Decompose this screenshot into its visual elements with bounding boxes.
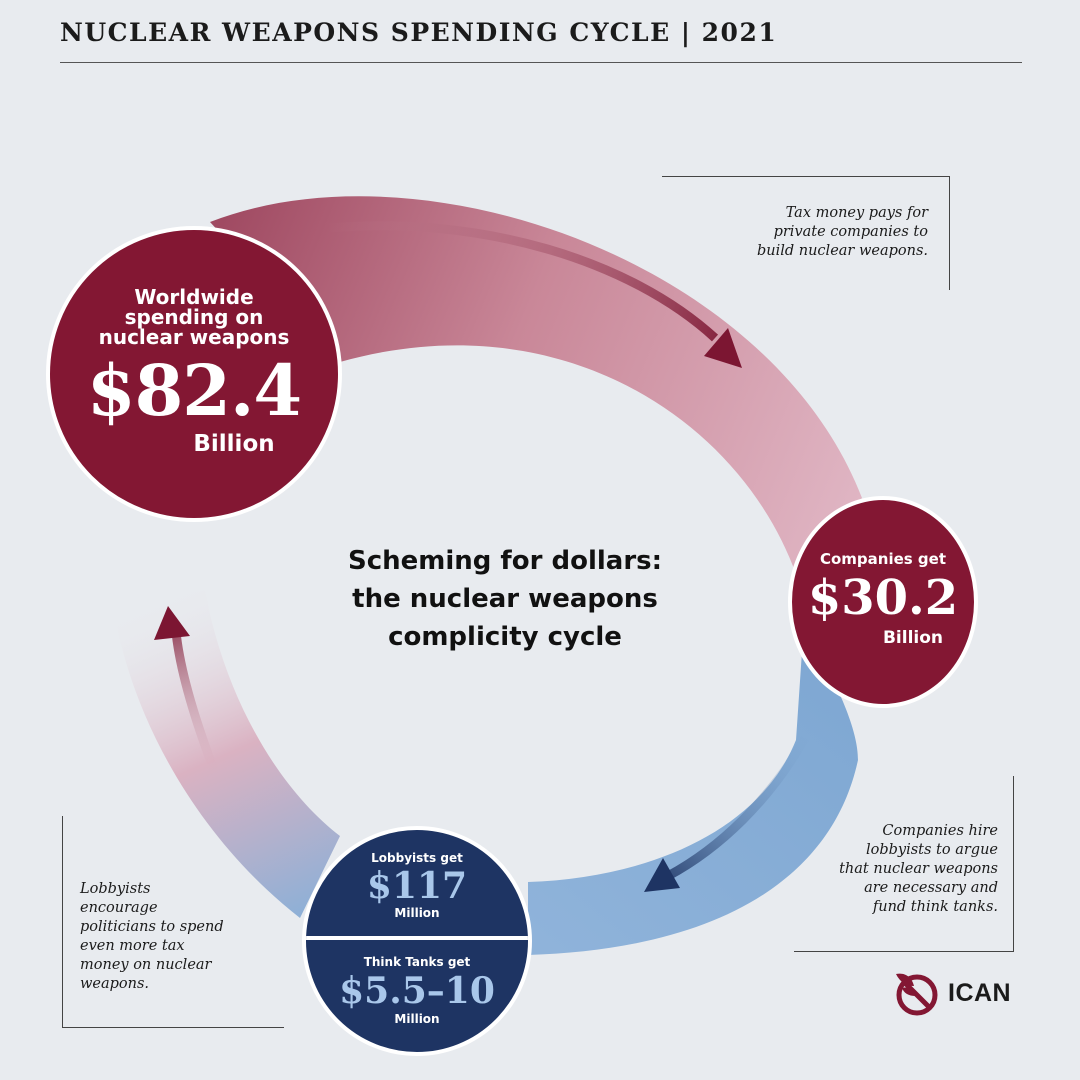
- worldwide-label-3: nuclear weapons: [98, 325, 290, 349]
- center-heading: Scheming for dollars: the nuclear weapon…: [330, 542, 680, 656]
- companies-unit: Billion: [882, 628, 944, 648]
- companies-note-line: fund think tanks.: [872, 899, 998, 915]
- worldwide-label-2: spending on: [124, 305, 264, 329]
- lobbyists-thinktanks-circle: Lobbyists get $117 Million Think Tanks g…: [302, 826, 532, 1056]
- tax-note-bracket: [662, 176, 950, 290]
- lobbyists-unit: Million: [394, 906, 440, 920]
- center-heading-line-2: the nuclear weapons: [352, 584, 658, 614]
- ican-logo-icon: [896, 973, 938, 1016]
- worldwide-spending-circle: Worldwide spending on nuclear weapons $8…: [46, 226, 342, 522]
- tax-note-line: Tax money pays for: [785, 205, 928, 221]
- worldwide-unit: Billion: [193, 431, 275, 457]
- tax-note-line: private companies to: [773, 224, 928, 240]
- ican-wordmark: ICAN: [948, 978, 1012, 1007]
- center-heading-line-3: complicity cycle: [388, 622, 622, 652]
- companies-note: Companies hire lobbyists to argue that n…: [810, 822, 998, 917]
- tax-note-line: build nuclear weapons.: [756, 243, 928, 259]
- companies-amount: $30.2: [807, 570, 959, 626]
- think-tanks-unit: Million: [394, 1012, 440, 1026]
- spending-band-top: [210, 196, 862, 574]
- companies-note-line: Companies hire: [882, 823, 998, 839]
- think-tanks-label: Think Tanks get: [363, 955, 471, 969]
- companies-note-line: are necessary and: [864, 880, 998, 896]
- spending-band-right: [528, 622, 858, 955]
- worldwide-amount: $82.4: [86, 349, 302, 432]
- lobbyists-label: Lobbyists get: [371, 851, 463, 865]
- companies-note-line: lobbyists to argue: [865, 842, 998, 858]
- circle-divider: [306, 936, 528, 940]
- companies-note-bracket: [794, 776, 1014, 952]
- arrow-to-worldwide-icon: [154, 606, 219, 772]
- tax-note: Tax money pays for private companies to …: [700, 204, 928, 261]
- lobbyists-section: Lobbyists get $117 Million: [306, 850, 528, 920]
- center-heading-line-1: Scheming for dollars:: [347, 546, 663, 576]
- think-tanks-section: Think Tanks get $5.5–10 Million: [306, 954, 528, 1026]
- lobbyists-note-line: encourage: [80, 900, 158, 916]
- lobbyists-note-bracket: [62, 816, 284, 1028]
- ican-logo: ICAN: [892, 968, 1011, 1018]
- lobbyists-note: Lobbyists encourage politicians to spend…: [80, 880, 270, 994]
- lobbyists-note-line: even more tax: [80, 938, 185, 954]
- companies-label: Companies get: [819, 550, 947, 568]
- worldwide-label-1: Worldwide: [134, 285, 254, 309]
- page-title: NUCLEAR WEAPONS SPENDING CYCLE | 2021: [60, 18, 778, 47]
- arrow-to-lobbyists-icon: [644, 735, 809, 892]
- companies-note-line: that nuclear weapons: [839, 861, 998, 877]
- lobbyists-note-line: politicians to spend: [80, 919, 224, 935]
- companies-circle: Companies get $30.2 Billion: [788, 496, 978, 708]
- title-divider: [60, 62, 1022, 63]
- think-tanks-amount: $5.5–10: [339, 970, 495, 1012]
- spending-band-left: [112, 590, 340, 918]
- lobbyists-amount: $117: [366, 865, 468, 907]
- lobbyists-note-line: weapons.: [80, 976, 150, 992]
- lobbyists-note-line: money on nuclear: [80, 957, 212, 973]
- lobbyists-note-line: Lobbyists: [80, 881, 151, 897]
- arrow-to-companies-icon: [329, 221, 742, 368]
